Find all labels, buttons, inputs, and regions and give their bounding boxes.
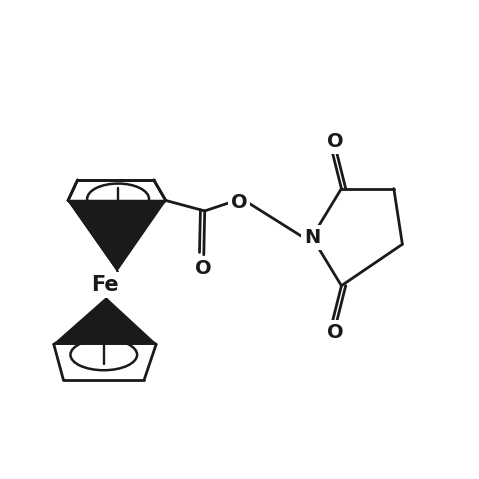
Text: O: O bbox=[231, 193, 247, 212]
Polygon shape bbox=[54, 298, 156, 344]
Text: O: O bbox=[195, 259, 212, 277]
Text: N: N bbox=[304, 228, 320, 247]
Polygon shape bbox=[68, 200, 166, 271]
Text: Fe: Fe bbox=[91, 275, 119, 295]
Text: O: O bbox=[327, 132, 343, 151]
Polygon shape bbox=[68, 200, 123, 271]
Text: O: O bbox=[327, 323, 343, 342]
